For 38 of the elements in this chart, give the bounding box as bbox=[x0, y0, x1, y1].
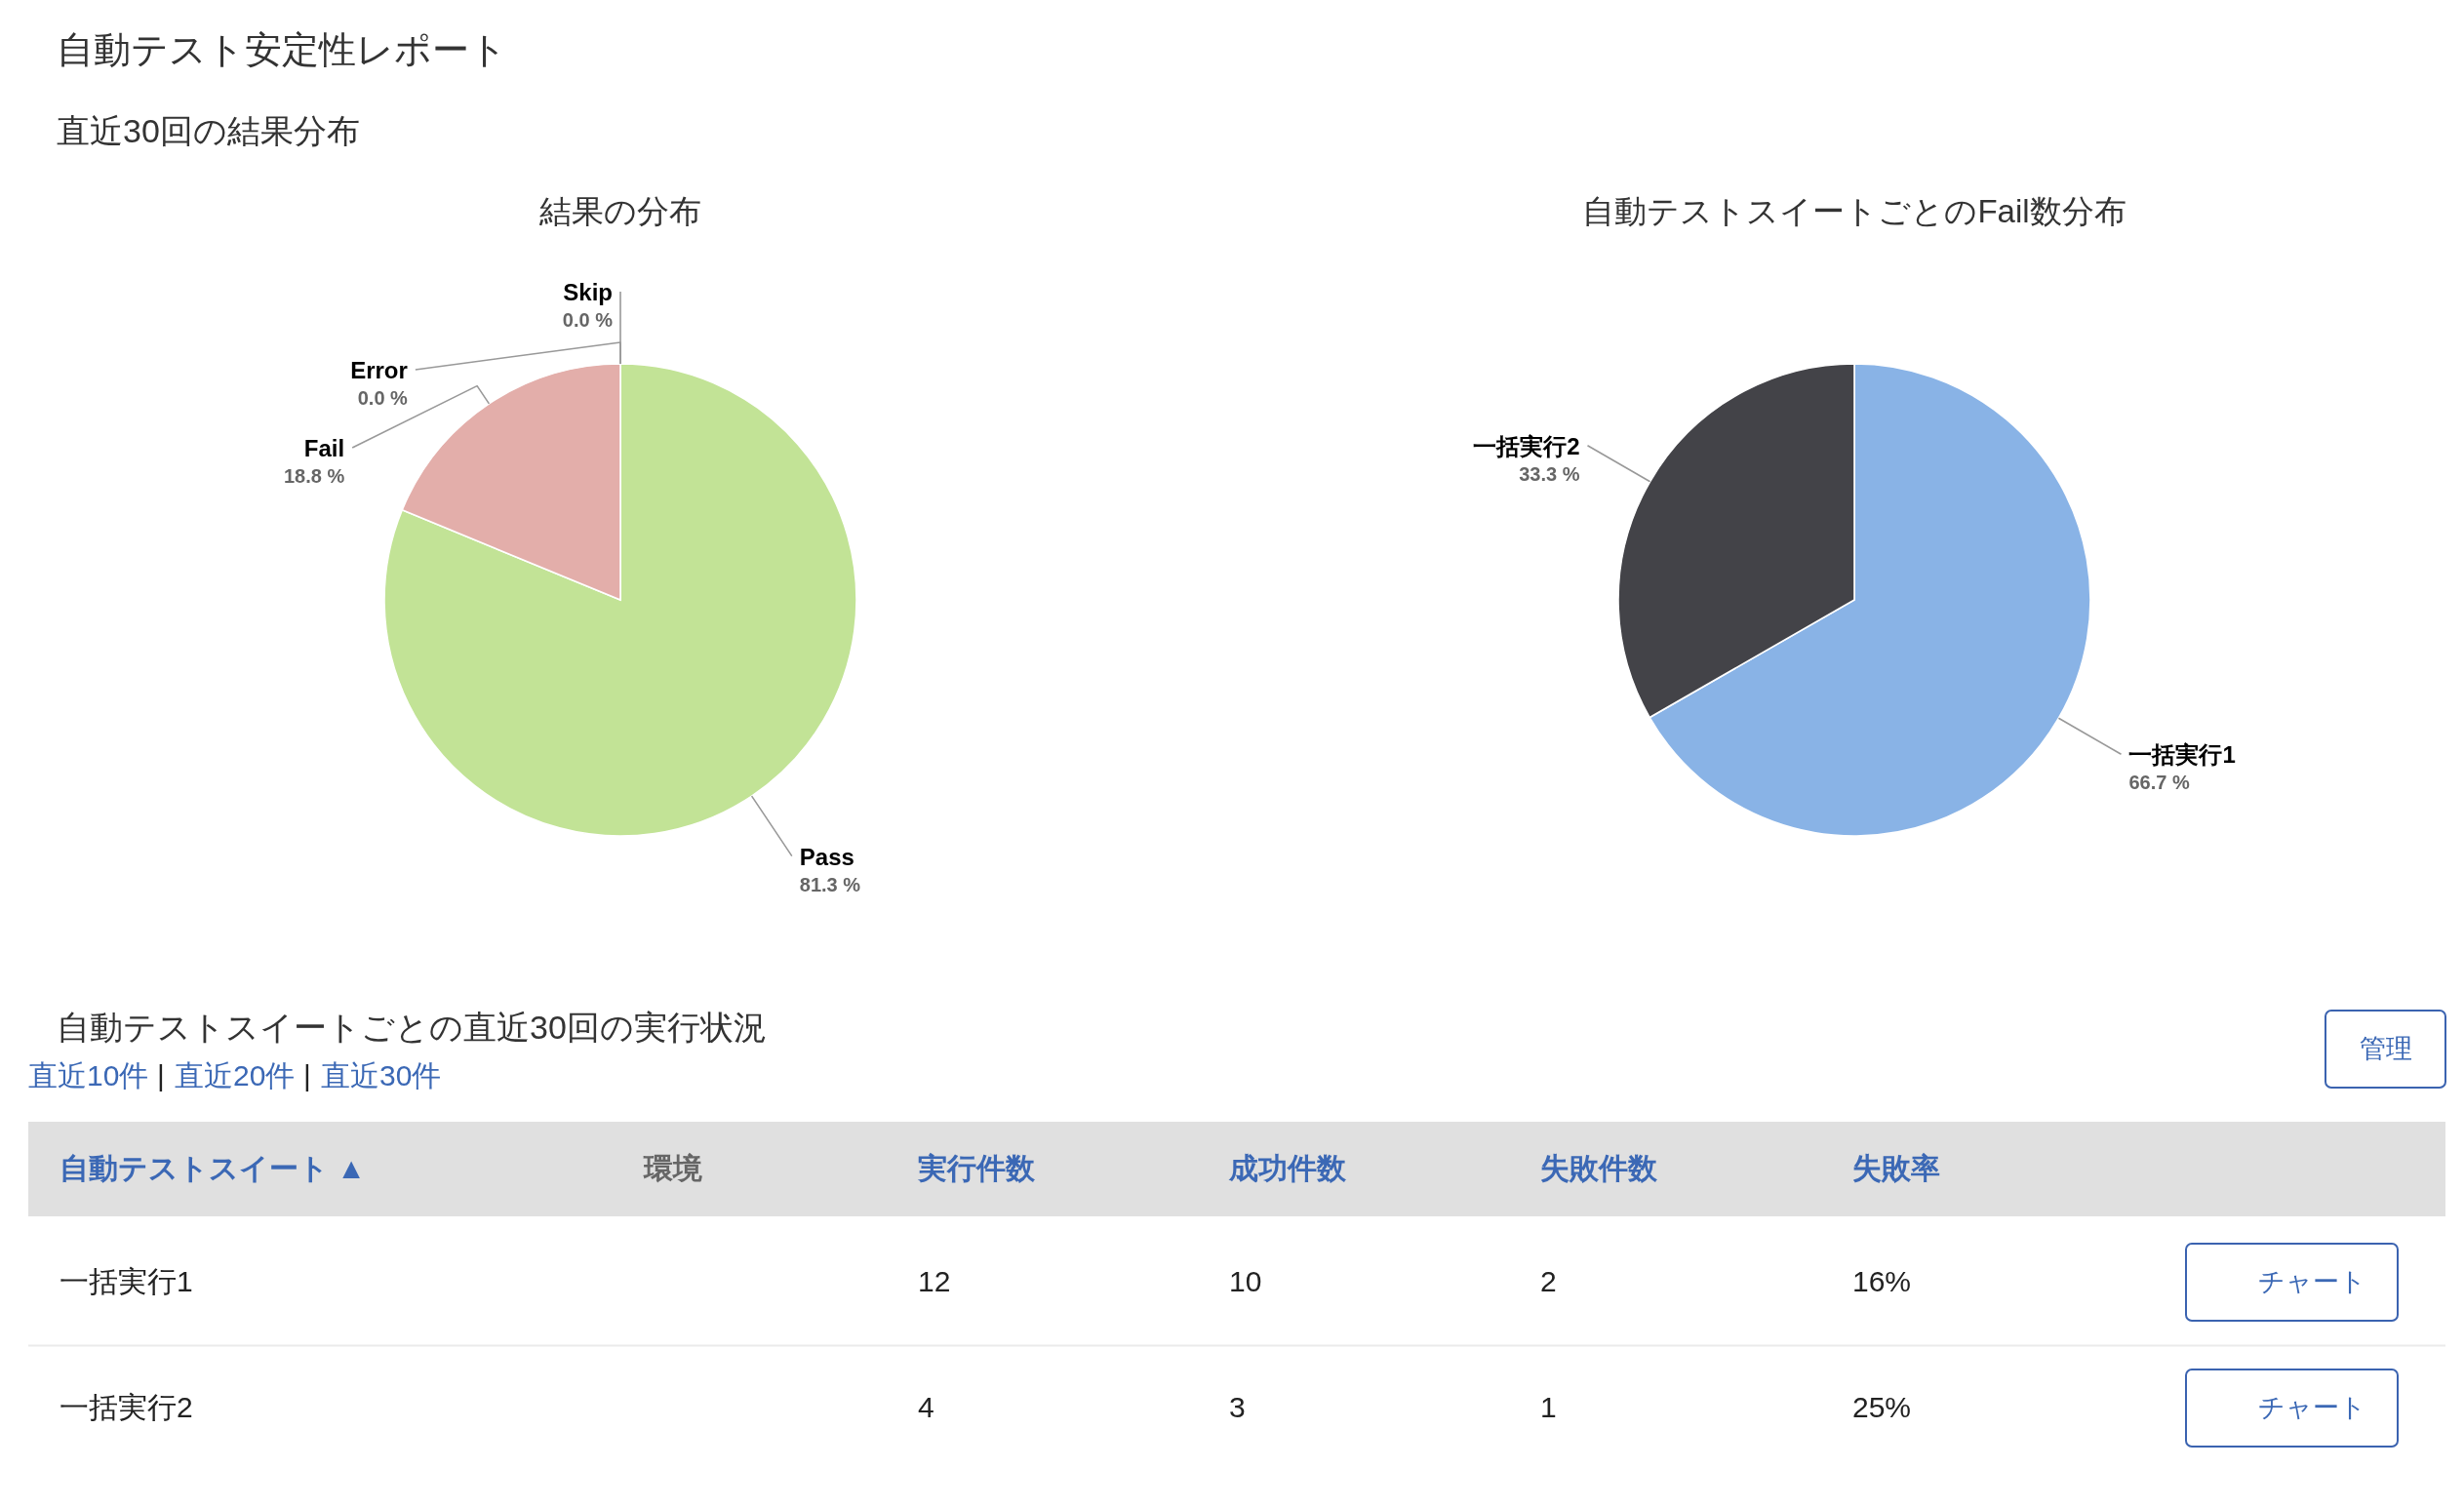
text: | bbox=[157, 1059, 165, 1091]
text: | bbox=[303, 1059, 311, 1091]
text: 0.0 % bbox=[357, 387, 408, 409]
slice-label: 一括実行1 bbox=[2128, 741, 2236, 769]
text: 自動テストスイート ▲ bbox=[60, 1152, 367, 1184]
category-label: Error bbox=[350, 357, 408, 383]
text: 直近10件 bbox=[28, 1059, 149, 1091]
text: 自動テスト安定性レポート bbox=[57, 29, 507, 70]
text: 0.0 % bbox=[562, 309, 613, 331]
data-label: 2 bbox=[1540, 1265, 1557, 1297]
data-label: 4 bbox=[918, 1391, 934, 1423]
category-label: 一括実行1 bbox=[60, 1265, 193, 1297]
text: 実行件数 bbox=[917, 1152, 1036, 1184]
text: 成功件数 bbox=[1228, 1152, 1347, 1184]
text: 管理 bbox=[2360, 1034, 2412, 1063]
data-label: 33.3 % bbox=[1519, 462, 1580, 485]
data-label: 81.3 % bbox=[799, 873, 861, 895]
slice-label: Fail bbox=[303, 435, 345, 461]
data-label: 3 bbox=[1229, 1391, 1246, 1423]
category-label: Skip bbox=[563, 279, 613, 305]
text: 直近20件 bbox=[175, 1059, 296, 1091]
chart-title: 自動テストスイートごとのFail数分布 bbox=[1582, 193, 2126, 229]
slice-label: Pass bbox=[799, 843, 854, 870]
text: 直近30件 bbox=[321, 1059, 442, 1091]
slice-label: 一括実行2 bbox=[1473, 432, 1580, 459]
data-label: 10 bbox=[1229, 1265, 1262, 1297]
data-label: 1 bbox=[1540, 1391, 1557, 1423]
text: 環境 bbox=[643, 1152, 702, 1184]
text: 失敗件数 bbox=[1540, 1152, 1658, 1184]
text: チャート bbox=[2257, 1267, 2366, 1296]
data-label: 66.7 % bbox=[2128, 772, 2190, 794]
data-label: 18.8 % bbox=[283, 465, 345, 487]
text: チャート bbox=[2257, 1393, 2366, 1422]
text: 直近30回の結果分布 bbox=[57, 112, 360, 149]
text: 自動テストスイートごとの直近30回の実行状況 bbox=[57, 1009, 767, 1046]
category-label: 一括実行2 bbox=[60, 1391, 193, 1423]
chart-title: 結果の分布 bbox=[538, 193, 701, 229]
data-label: 12 bbox=[918, 1265, 951, 1297]
